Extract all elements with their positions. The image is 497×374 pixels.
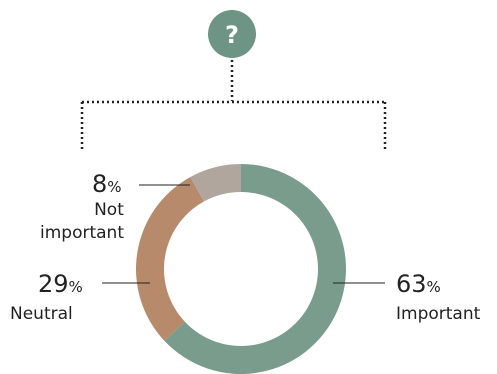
question-mark-icon: [208, 10, 256, 58]
leader-lines: [102, 184, 385, 284]
data-label-value: 63%: [396, 270, 441, 298]
slice-labels: 63% Important 29% Neutral 8%Not important: [10, 170, 481, 324]
data-label-category: Neutral: [10, 304, 73, 324]
question-mark-glyph: ?: [225, 21, 239, 49]
question-badge: ?: [208, 10, 256, 58]
data-label-value: 29%: [38, 270, 83, 298]
donut-slice-neutral: [136, 176, 204, 341]
data-label-category: Not important: [40, 200, 124, 243]
data-label-value: 8%: [92, 170, 122, 198]
data-label-category: Important: [396, 304, 481, 324]
donut-ring: [136, 164, 347, 374]
donut-slice-not-important: [190, 164, 241, 202]
bracket-connector: [80, 60, 387, 149]
donut-slice-important: [164, 164, 347, 374]
